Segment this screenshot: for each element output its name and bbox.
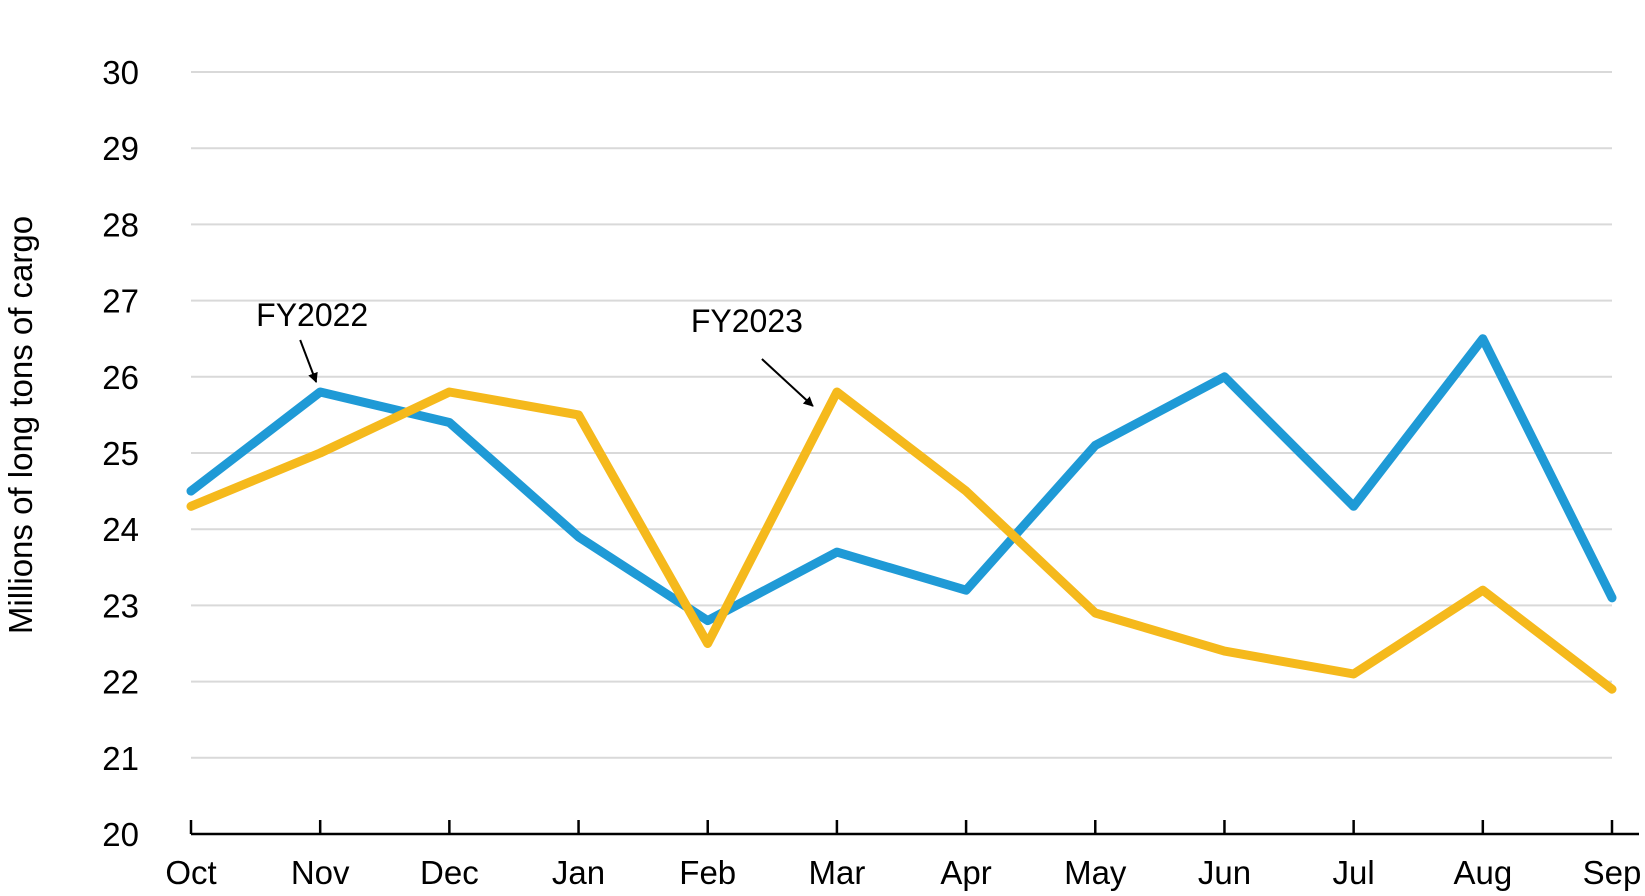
y-tick-label: 25	[102, 435, 139, 472]
x-tick-label-apr: Apr	[940, 854, 991, 891]
annotation-fy2022: FY2022	[256, 297, 368, 333]
x-tick-label-feb: Feb	[679, 854, 736, 891]
x-tick-label-jul: Jul	[1333, 854, 1375, 891]
y-tick-label: 27	[102, 283, 139, 320]
series-line-fy2022	[186, 334, 1617, 626]
x-tick-label-jan: Jan	[552, 854, 605, 891]
annotation-arrow-fy2023	[761, 358, 814, 407]
series-lines	[186, 334, 1617, 694]
y-tick-label: 28	[102, 206, 139, 243]
y-tick-label: 21	[102, 740, 139, 777]
annotations: FY2022 FY2023	[256, 297, 814, 407]
annotation-arrow-fy2022	[299, 339, 318, 383]
annotation-fy2023: FY2023	[691, 303, 803, 339]
x-axis: Oct Nov Dec Jan Feb Mar Apr May Jun Jul Aug Sep	[165, 820, 1641, 891]
y-tick-label: 20	[102, 816, 139, 853]
y-axis-ticks: 20 21 22 23 24 25 26 27 28 29 30	[102, 54, 139, 853]
x-tick-label-may: May	[1064, 854, 1127, 891]
x-tick-label-dec: Dec	[420, 854, 479, 891]
gridlines	[191, 71, 1612, 759]
y-axis-title: Millions of long tons of cargo	[2, 216, 39, 634]
x-tick-label-aug: Aug	[1453, 854, 1512, 891]
x-tick-label-oct: Oct	[165, 854, 216, 891]
y-tick-label: 24	[102, 511, 139, 548]
y-tick-label: 26	[102, 359, 139, 396]
x-tick-label-nov: Nov	[291, 854, 350, 891]
y-tick-label: 23	[102, 587, 139, 624]
y-tick-label: 29	[102, 130, 139, 167]
x-tick-label-sep: Sep	[1583, 854, 1642, 891]
x-tick-label-jun: Jun	[1198, 854, 1251, 891]
y-tick-label: 22	[102, 664, 139, 701]
series-line-fy2023	[186, 387, 1617, 694]
x-tick-label-mar: Mar	[808, 854, 865, 891]
y-tick-label: 30	[102, 54, 139, 91]
